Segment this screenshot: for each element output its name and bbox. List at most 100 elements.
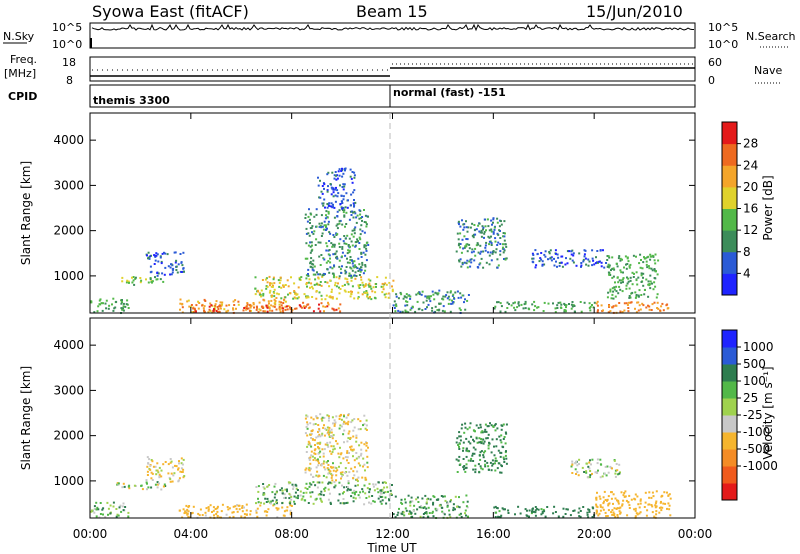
echo-cell: [318, 429, 321, 432]
echo-cell: [479, 252, 482, 255]
echo-cell: [96, 506, 99, 509]
echo-cell: [352, 235, 355, 238]
echo-cell: [466, 238, 469, 241]
echo-cell: [343, 289, 346, 292]
echo-cell: [324, 305, 327, 308]
echo-cell: [340, 272, 343, 274]
echo-cell: [300, 306, 303, 309]
echo-cell: [339, 502, 342, 505]
echo-cell: [634, 307, 636, 310]
echo-cell: [467, 515, 469, 518]
echo-cell: [232, 300, 235, 303]
echo-cell: [218, 310, 221, 313]
echo-cell: [156, 481, 159, 484]
echo-cell: [359, 213, 362, 216]
echo-cell: [634, 296, 637, 299]
echo-cell: [357, 418, 360, 421]
echo-cell: [436, 309, 439, 311]
y-tick-label: 4000: [53, 338, 84, 352]
echo-cell: [424, 295, 427, 298]
echo-cell: [596, 458, 599, 461]
echo-cell: [326, 227, 328, 230]
echo-cell: [282, 302, 285, 304]
echo-cell: [588, 302, 591, 305]
echo-cell: [126, 279, 129, 282]
echo-cell: [309, 422, 312, 425]
echo-cell: [620, 271, 623, 274]
echo-cell: [317, 283, 320, 286]
echo-cell: [400, 498, 403, 501]
nave-label: Nave: [754, 64, 782, 77]
echo-cell: [349, 266, 352, 269]
echo-cell: [156, 462, 159, 465]
echo-cell: [370, 502, 373, 505]
echo-cell: [337, 192, 340, 195]
echo-cell: [426, 306, 428, 309]
echo-cell: [453, 297, 456, 300]
velocity-y-axis-label: Slant Range [km]: [19, 366, 33, 470]
echo-cell: [323, 489, 326, 492]
echo-cell: [146, 254, 148, 257]
echo-cell: [294, 483, 297, 486]
echo-cell: [313, 457, 316, 460]
echo-cell: [145, 481, 148, 484]
echo-cell: [353, 260, 356, 263]
echo-cell: [102, 513, 104, 516]
echo-cell: [216, 306, 219, 308]
echo-cell: [523, 303, 526, 306]
echo-cell: [407, 294, 410, 297]
echo-cell: [317, 307, 320, 310]
echo-cell: [616, 516, 619, 519]
echo-cell: [611, 513, 614, 516]
echo-cell: [458, 455, 461, 458]
echo-cell: [347, 482, 350, 485]
echo-cell: [411, 306, 414, 309]
echo-cell: [361, 230, 364, 233]
echo-cell: [503, 461, 506, 463]
echo-cell: [341, 223, 344, 226]
echo-cell: [611, 276, 614, 279]
velocity-colorbar-label: Velocity [m s⁻¹]: [761, 366, 775, 459]
echo-cell: [343, 242, 346, 245]
echo-cell: [121, 280, 124, 283]
echo-cell: [246, 302, 249, 304]
echo-cell: [91, 509, 94, 512]
echo-cell: [327, 220, 330, 223]
echo-cell: [542, 310, 545, 312]
echo-cell: [319, 179, 321, 182]
echo-cell: [214, 308, 217, 311]
echo-cell: [318, 433, 321, 436]
echo-cell: [122, 502, 125, 505]
echo-cell: [365, 223, 368, 226]
echo-cell: [179, 308, 181, 311]
echo-cell: [235, 307, 237, 310]
echo-cell: [237, 303, 240, 306]
echo-cell: [338, 209, 341, 212]
echo-cell: [315, 436, 318, 439]
echo-cell: [310, 450, 313, 453]
echo-cell: [455, 441, 458, 444]
echo-cell: [149, 265, 152, 268]
echo-cell: [214, 303, 217, 306]
echo-cell: [305, 467, 308, 470]
echo-cell: [312, 502, 315, 505]
echo-cell: [366, 466, 369, 469]
echo-cell: [654, 502, 657, 505]
echo-cell: [504, 431, 507, 434]
echo-cell: [452, 293, 455, 296]
echo-cell: [620, 279, 623, 282]
echo-cell: [338, 277, 341, 280]
echo-cell: [459, 258, 462, 261]
echo-cell: [275, 501, 278, 503]
echo-cell: [626, 282, 629, 285]
echo-cell: [612, 297, 615, 300]
echo-cell: [336, 257, 339, 260]
echo-cell: [310, 445, 313, 448]
echo-cell: [445, 294, 448, 297]
echo-cell: [480, 250, 483, 253]
echo-cell: [323, 220, 326, 223]
echo-cell: [353, 189, 356, 192]
echo-cell: [565, 306, 567, 309]
echo-cell: [221, 301, 224, 304]
echo-cell: [350, 421, 353, 424]
